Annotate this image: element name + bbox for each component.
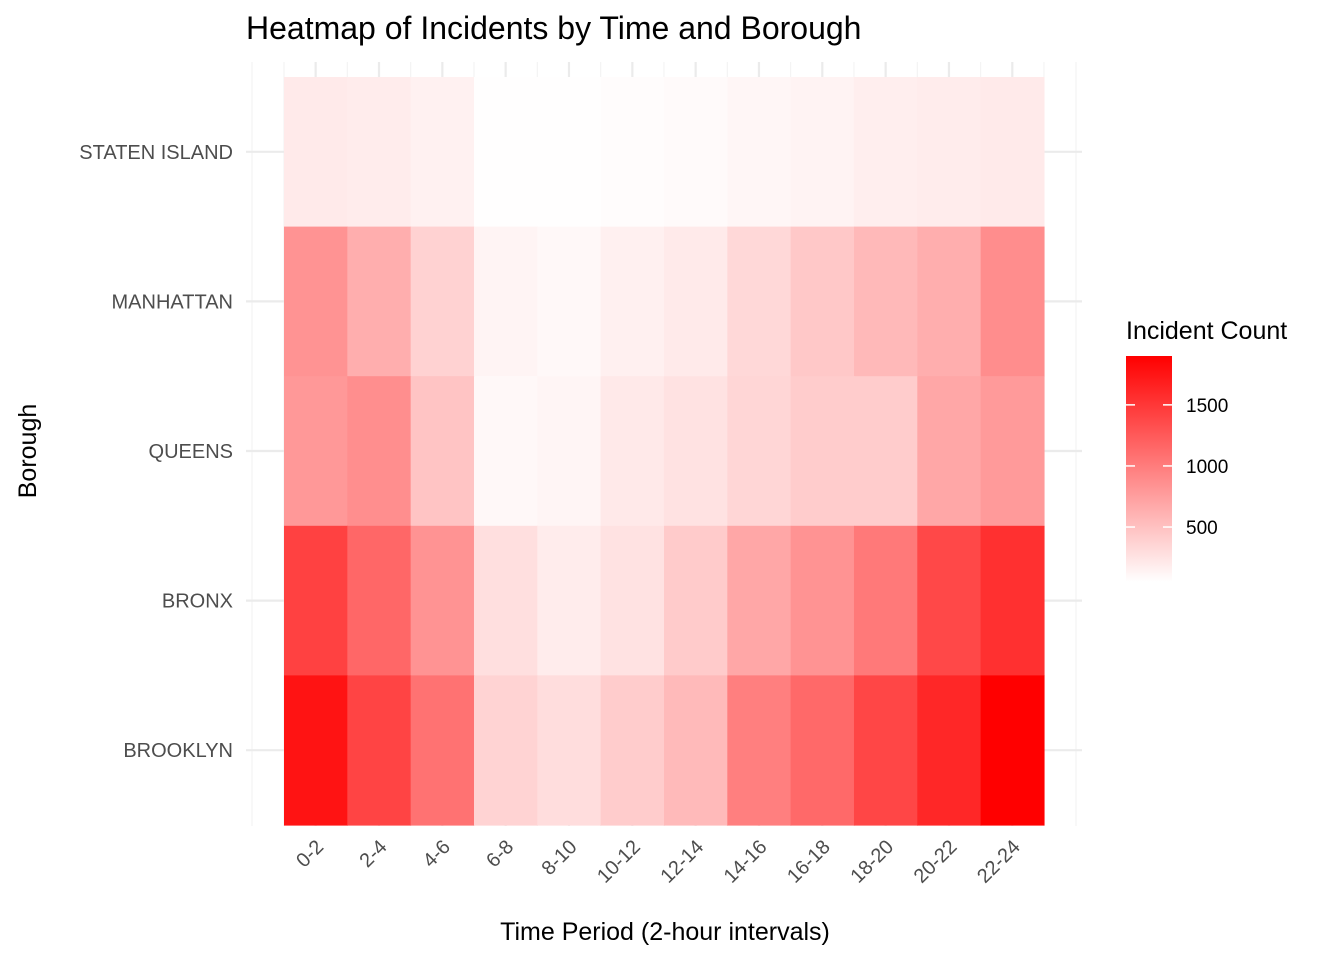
heatmap-cell-queens-6-8 [473,376,538,527]
heatmap-cell-staten-island-2-4 [347,77,412,228]
heatmap-cell-manhattan-14-16 [727,226,792,377]
heatmap-cell-queens-12-14 [663,376,728,527]
heatmap-cell-staten-island-6-8 [473,77,538,228]
heatmap-cell-staten-island-22-24 [980,77,1045,228]
heatmap-cell-queens-16-18 [790,376,855,527]
x-tick-label-2-4: 2-4 [356,836,392,872]
heatmap-cell-bronx-10-12 [600,525,665,676]
heatmap-cells [284,77,1045,826]
heatmap-cell-brooklyn-8-10 [537,675,602,826]
heatmap-cell-manhattan-10-12 [600,226,665,377]
heatmap-cell-brooklyn-16-18 [790,675,855,826]
heatmap-cell-bronx-18-20 [853,525,918,676]
heatmap-cell-brooklyn-22-24 [980,675,1045,826]
x-tick-label-8-10: 8-10 [538,836,582,880]
heatmap-cell-brooklyn-14-16 [727,675,792,826]
x-tick-label-4-6: 4-6 [419,836,455,872]
y-tick-label-bronx: BRONX [162,591,233,613]
legend: Incident Count 500 1000 1500 [1126,317,1287,582]
heatmap-cell-bronx-2-4 [347,525,412,676]
y-axis-title: Borough [14,404,42,499]
heatmap-cell-bronx-20-22 [917,525,982,676]
x-tick-label-14-16: 14-16 [720,836,772,888]
x-axis-ticks: 0-2 2-4 4-6 6-8 8-10 10-12 12-14 14-16 16-18 18-2… [292,836,1025,888]
heatmap-cell-manhattan-8-10 [537,226,602,377]
heatmap-cell-manhattan-16-18 [790,226,855,377]
y-tick-label-staten-island: STATEN ISLAND [79,142,233,164]
heatmap-cell-staten-island-16-18 [790,77,855,228]
chart-title: Heatmap of Incidents by Time and Borough [246,10,861,46]
heatmap-cell-queens-22-24 [980,376,1045,527]
heatmap-cell-brooklyn-10-12 [600,675,665,826]
heatmap-cell-brooklyn-0-2 [284,675,348,826]
heatmap-cell-manhattan-12-14 [663,226,728,377]
y-tick-label-queens: QUEENS [149,441,233,463]
legend-ticks: 500 1000 1500 [1126,396,1228,539]
x-tick-label-18-20: 18-20 [846,836,898,888]
legend-colorbar [1126,356,1172,582]
x-tick-label-6-8: 6-8 [482,836,518,872]
heatmap-cell-bronx-4-6 [410,525,475,676]
heatmap-cell-queens-18-20 [853,376,918,527]
heatmap-cell-staten-island-8-10 [537,77,602,228]
heatmap-cell-queens-10-12 [600,376,665,527]
heatmap-cell-queens-14-16 [727,376,792,527]
heatmap-cell-brooklyn-4-6 [410,675,475,826]
heatmap-cell-bronx-8-10 [537,525,602,676]
heatmap-cell-bronx-14-16 [727,525,792,676]
heatmap-cell-queens-2-4 [347,376,412,527]
x-tick-label-20-22: 20-22 [910,836,962,888]
x-tick-label-12-14: 12-14 [656,836,708,888]
heatmap-cell-manhattan-22-24 [980,226,1045,377]
heatmap-cell-bronx-16-18 [790,525,855,676]
heatmap-cell-manhattan-2-4 [347,226,412,377]
x-tick-label-0-2: 0-2 [292,836,328,872]
heatmap-cell-manhattan-6-8 [473,226,538,377]
heatmap-cell-staten-island-10-12 [600,77,665,228]
heatmap-cell-staten-island-0-2 [284,77,348,228]
heatmap-cell-queens-4-6 [410,376,475,527]
heatmap-cell-queens-8-10 [537,376,602,527]
legend-tick-label-1000: 1000 [1186,457,1228,478]
x-tick-label-22-24: 22-24 [973,836,1025,888]
heatmap-cell-staten-island-4-6 [410,77,475,228]
heatmap-cell-bronx-0-2 [284,525,348,676]
legend-title: Incident Count [1126,317,1287,345]
legend-tick-label-1500: 1500 [1186,396,1228,417]
heatmap-cell-brooklyn-2-4 [347,675,412,826]
heatmap-cell-brooklyn-6-8 [473,675,538,826]
heatmap-cell-manhattan-18-20 [853,226,918,377]
heatmap-cell-brooklyn-18-20 [853,675,918,826]
heatmap-cell-manhattan-0-2 [284,226,348,377]
heatmap-cell-staten-island-18-20 [853,77,918,228]
heatmap-cell-staten-island-20-22 [917,77,982,228]
heatmap-cell-brooklyn-12-14 [663,675,728,826]
y-axis-ticks: STATEN ISLAND MANHATTAN QUEENS BRONX BROOKLY… [79,142,233,762]
heatmap-cell-bronx-12-14 [663,525,728,676]
heatmap-cell-brooklyn-20-22 [917,675,982,826]
heatmap-cell-queens-20-22 [917,376,982,527]
heatmap-cell-manhattan-20-22 [917,226,982,377]
x-tick-label-16-18: 16-18 [783,836,835,888]
heatmap-cell-queens-0-2 [284,376,348,527]
y-tick-label-brooklyn: BROOKLYN [123,740,233,762]
y-tick-label-manhattan: MANHATTAN [112,291,233,313]
heatmap-cell-staten-island-14-16 [727,77,792,228]
x-tick-label-10-12: 10-12 [593,836,645,888]
heatmap-cell-bronx-6-8 [473,525,538,676]
x-axis-title: Time Period (2-hour intervals) [500,918,830,946]
heatmap-cell-staten-island-12-14 [663,77,728,228]
heatmap-cell-bronx-22-24 [980,525,1045,676]
legend-tick-label-500: 500 [1186,518,1218,539]
heatmap-cell-manhattan-4-6 [410,226,475,377]
